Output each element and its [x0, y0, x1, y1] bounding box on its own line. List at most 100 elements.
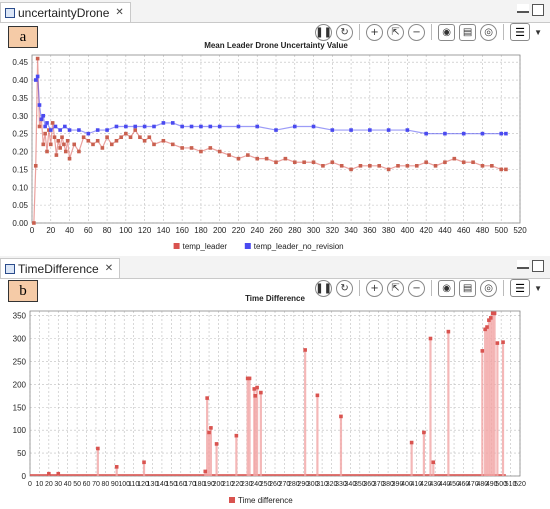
y-tick-label: 200	[13, 380, 27, 389]
tab-uncertainty-drone[interactable]: uncertaintyDrone ✕	[0, 2, 131, 22]
data-point	[311, 124, 316, 129]
x-tick-label: 390	[392, 481, 404, 488]
data-point	[236, 124, 241, 129]
data-point	[405, 128, 410, 132]
data-point	[58, 146, 62, 150]
zoom-out-button[interactable]: −	[408, 279, 426, 297]
layers-icon[interactable]: ☰	[510, 23, 531, 41]
data-point	[41, 113, 46, 118]
data-point	[52, 135, 57, 140]
data-point	[142, 124, 147, 129]
close-icon[interactable]: ✕	[115, 7, 124, 18]
data-point	[443, 131, 447, 136]
data-point	[424, 131, 428, 136]
data-point	[446, 329, 451, 334]
settings-button[interactable]: ◎	[480, 279, 498, 297]
zoom-in-button[interactable]: +	[366, 23, 384, 41]
close-icon[interactable]: ✕	[104, 263, 114, 274]
data-point	[485, 325, 489, 329]
sync-button[interactable]: ▤	[459, 23, 477, 41]
legend-label: Time difference	[238, 496, 293, 505]
data-point	[133, 124, 138, 129]
chart-title: Time Difference	[245, 294, 305, 303]
minimize-button[interactable]	[517, 260, 529, 269]
data-point	[234, 433, 239, 438]
data-point	[349, 167, 353, 172]
minimize-button[interactable]	[517, 4, 529, 13]
x-tick-label: 300	[307, 226, 321, 235]
data-point	[480, 164, 485, 168]
x-tick-label: 160	[175, 481, 187, 488]
data-point	[56, 471, 61, 476]
x-tick-label: 430	[429, 481, 441, 488]
data-point	[490, 164, 494, 168]
data-point	[409, 440, 414, 445]
zoom-fit-button[interactable]: ⇱	[387, 279, 405, 297]
data-point	[100, 146, 105, 150]
y-tick-label: 150	[13, 403, 27, 412]
legend-label: temp_leader_no_revision	[254, 242, 344, 251]
snapshot-button[interactable]: ◉	[438, 279, 456, 297]
refresh-button[interactable]: ↻	[336, 23, 354, 41]
x-tick-label: 350	[354, 481, 366, 488]
x-tick-label: 0	[28, 481, 32, 488]
zoom-fit-button[interactable]: ⇱	[387, 23, 405, 41]
data-point	[35, 74, 40, 79]
zoom-in-button[interactable]: +	[366, 279, 384, 297]
data-point	[433, 164, 438, 168]
pause-button[interactable]: ❚❚	[315, 23, 333, 41]
data-point	[247, 376, 252, 381]
maximize-button[interactable]	[532, 260, 544, 272]
x-tick-label: 280	[288, 481, 300, 488]
data-point	[217, 124, 222, 129]
x-tick-label: 510	[505, 481, 517, 488]
legend-marker	[229, 497, 235, 503]
data-point	[41, 142, 46, 147]
x-tick-label: 40	[65, 226, 74, 235]
settings-button[interactable]: ◎	[480, 23, 498, 41]
x-tick-label: 460	[457, 226, 471, 235]
tab-bar: TimeDifference ✕	[0, 256, 550, 279]
data-point	[60, 135, 64, 140]
tab-time-difference[interactable]: TimeDifference ✕	[0, 258, 121, 278]
data-point	[339, 164, 344, 168]
x-tick-label: 140	[157, 226, 171, 235]
x-tick-label: 60	[84, 226, 93, 235]
data-point	[50, 121, 55, 125]
legend-marker	[173, 243, 180, 249]
data-point	[495, 341, 500, 345]
sync-button[interactable]: ▤	[459, 279, 477, 297]
x-tick-label: 200	[213, 226, 227, 235]
x-tick-label: 500	[495, 226, 509, 235]
legend-marker	[244, 243, 251, 249]
chevron-down-icon[interactable]: ▼	[534, 27, 542, 37]
data-point	[414, 164, 419, 168]
y-tick-label: 0.35	[12, 94, 28, 103]
refresh-button[interactable]: ↻	[336, 279, 354, 297]
data-point	[32, 221, 36, 225]
maximize-button[interactable]	[532, 4, 544, 16]
x-tick-label: 400	[401, 226, 415, 235]
zoom-out-button[interactable]: −	[408, 23, 426, 41]
data-point	[147, 135, 152, 140]
y-tick-label: 0.00	[12, 219, 28, 228]
data-point	[56, 138, 61, 143]
data-point	[81, 135, 86, 140]
x-tick-label: 500	[495, 481, 507, 488]
x-tick-label: 20	[46, 226, 55, 235]
x-tick-label: 190	[203, 481, 215, 488]
x-tick-label: 30	[54, 481, 62, 488]
data-point	[86, 131, 91, 136]
x-tick-label: 450	[448, 481, 460, 488]
snapshot-button[interactable]: ◉	[438, 23, 456, 41]
data-point	[488, 316, 493, 320]
y-tick-label: 0	[22, 472, 27, 481]
pause-button[interactable]: ❚❚	[315, 279, 333, 297]
chevron-down-icon[interactable]: ▼	[534, 283, 542, 293]
layers-icon[interactable]: ☰	[510, 279, 531, 297]
x-tick-label: 420	[420, 481, 432, 488]
data-point	[499, 167, 504, 172]
y-tick-label: 0.05	[12, 201, 28, 210]
x-tick-label: 80	[101, 481, 109, 488]
data-point	[105, 128, 109, 132]
